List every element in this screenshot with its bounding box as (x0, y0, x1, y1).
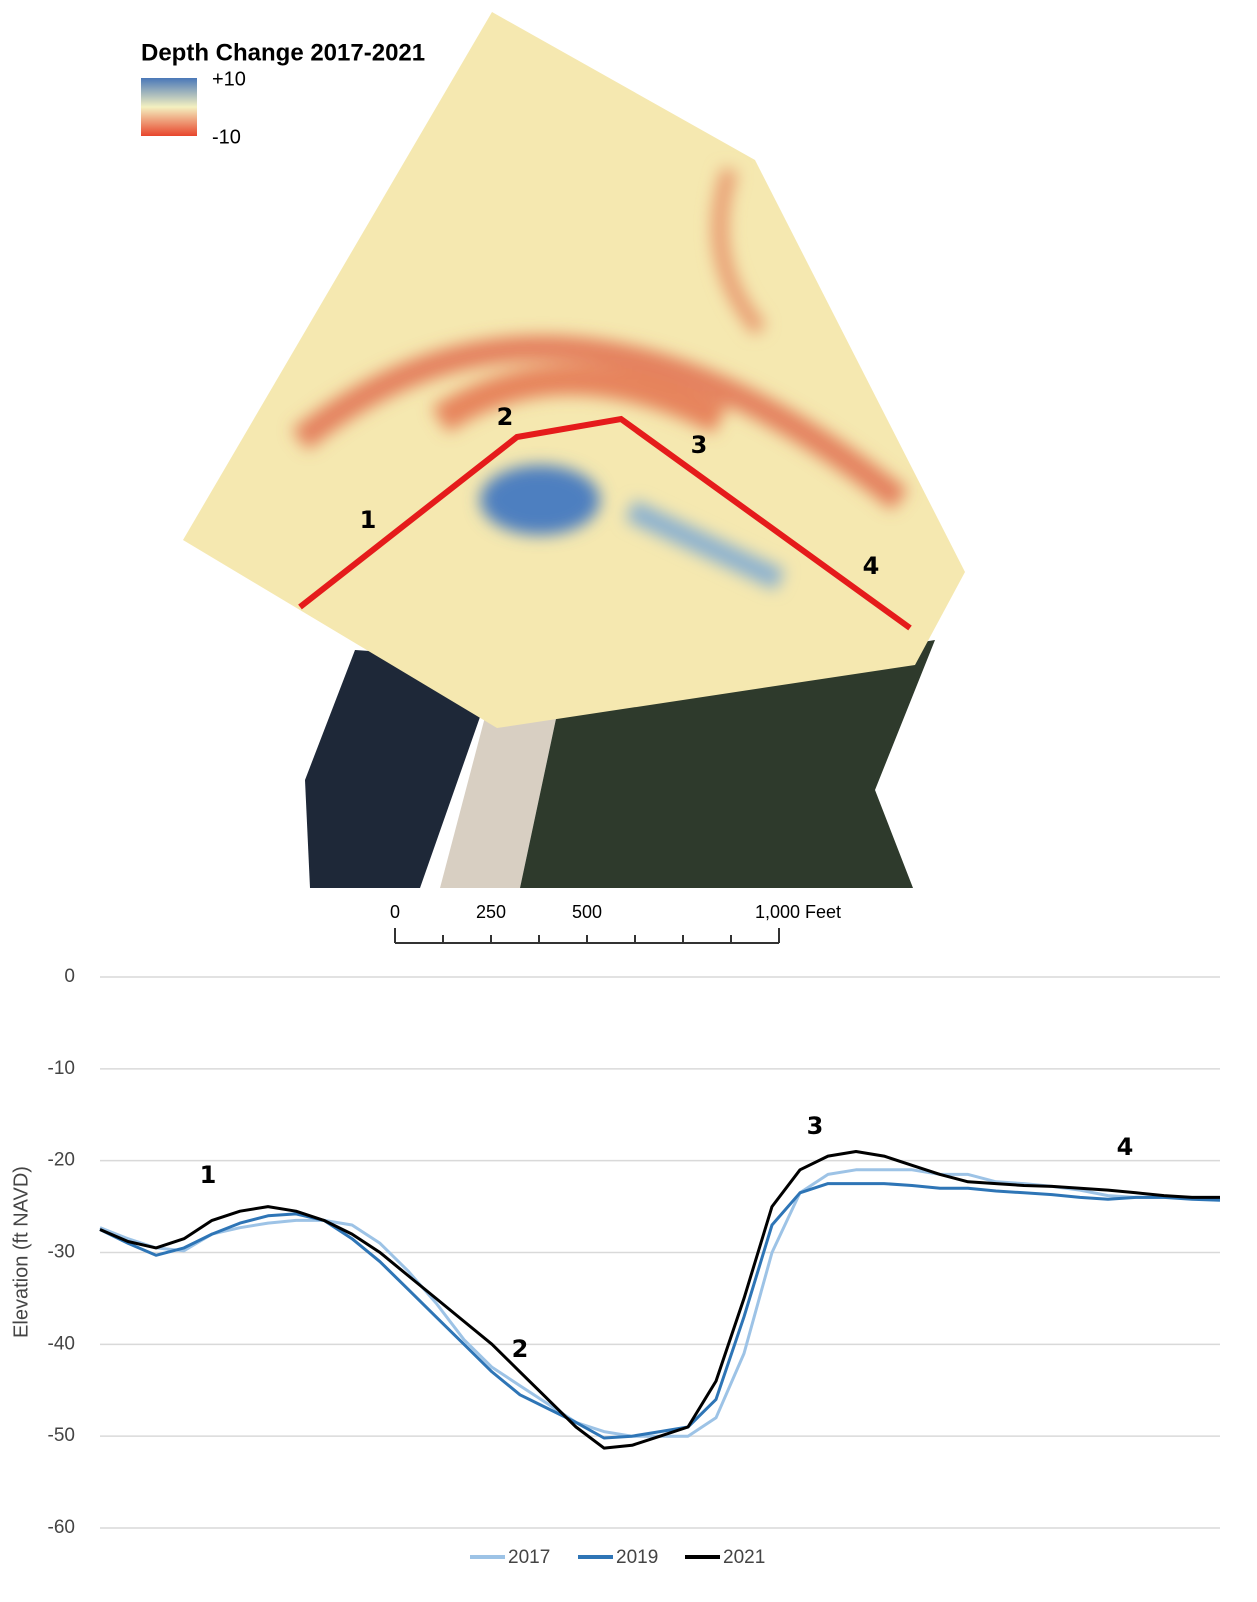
y-tick-label: -20 (48, 1150, 75, 1171)
y-tick-label: -50 (48, 1425, 75, 1446)
profile-label: 2 (497, 403, 514, 431)
legend-label: +10 (212, 68, 246, 90)
annotation: 3 (807, 1112, 824, 1140)
y-tick-label: -40 (48, 1333, 75, 1354)
map-title: Depth Change 2017-2021 (141, 39, 425, 66)
profile-label: 1 (360, 506, 377, 534)
scale-label: 500 (572, 902, 602, 922)
annotation: 1 (200, 1161, 217, 1189)
legend-label: 2021 (723, 1547, 765, 1568)
y-axis-label: Elevation (ft NAVD) (10, 1166, 32, 1338)
annotation: 2 (512, 1335, 529, 1363)
scale-label: 1,000 Feet (755, 902, 841, 922)
profile-label: 3 (691, 431, 708, 459)
y-tick-label: -30 (48, 1242, 75, 1263)
legend-ramp (141, 78, 197, 136)
figure: 1 2 3 4 Depth Change 2017-2021 +10 -10 0… (0, 0, 1257, 1602)
scale-label: 250 (476, 902, 506, 922)
profile-label: 4 (863, 552, 880, 580)
scale-bar (395, 928, 779, 943)
annotation: 4 (1117, 1133, 1134, 1161)
y-tick-label: 0 (64, 966, 75, 987)
series-line (100, 1170, 1220, 1436)
legend-label: 2017 (508, 1547, 550, 1568)
legend-label: -10 (212, 126, 241, 148)
scale-label: 0 (390, 902, 400, 922)
y-tick-label: -60 (48, 1517, 75, 1538)
legend-label: 2019 (616, 1547, 658, 1568)
page: {"map": {"title": "Depth Change 2017-202… (0, 0, 1257, 1602)
y-tick-label: -10 (48, 1058, 75, 1079)
map: 1 2 3 4 Depth Change 2017-2021 +10 -10 0… (141, 12, 965, 943)
